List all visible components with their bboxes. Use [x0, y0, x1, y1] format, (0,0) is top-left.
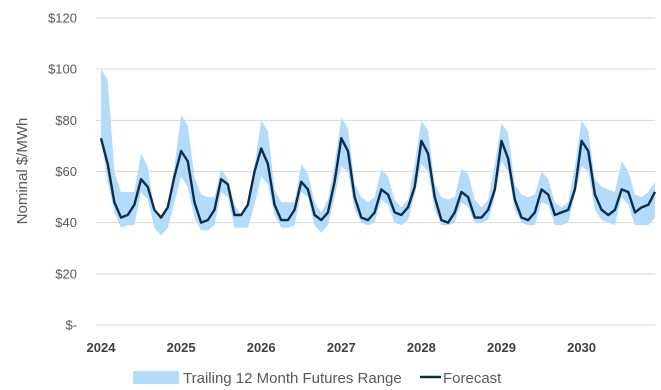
- y-tick-label: $-: [65, 318, 77, 333]
- legend-label-forecast: Forecast: [443, 370, 502, 387]
- x-tick-label: 2025: [167, 340, 196, 355]
- y-tick-label: $40: [55, 215, 77, 230]
- legend: Trailing 12 Month Futures Range Forecast: [133, 370, 502, 387]
- legend-label-futures-range: Trailing 12 Month Futures Range: [183, 370, 402, 387]
- y-tick-label: $60: [55, 164, 77, 179]
- x-axis-tick-labels: 2024 2025 2026 2027 2028 2029 2030: [87, 340, 597, 355]
- y-tick-label: $20: [55, 266, 77, 281]
- legend-swatch-futures-range: [133, 371, 179, 384]
- y-tick-label: $120: [48, 11, 77, 26]
- x-tick-label: 2027: [327, 340, 356, 355]
- forecast-line: [99, 137, 657, 224]
- y-tick-label: $100: [48, 62, 77, 77]
- y-tick-label: $80: [55, 113, 77, 128]
- x-tick-label: 2024: [87, 340, 117, 355]
- x-tick-label: 2026: [247, 340, 276, 355]
- y-axis-tick-labels: $- $20 $40 $60 $80 $100 $120: [48, 11, 77, 333]
- x-tick-label: 2029: [487, 340, 516, 355]
- y-axis-title: Nominal $/MWh: [14, 118, 31, 225]
- futures-range-band: [101, 69, 655, 236]
- x-tick-label: 2028: [407, 340, 436, 355]
- x-tick-label: 2030: [567, 340, 596, 355]
